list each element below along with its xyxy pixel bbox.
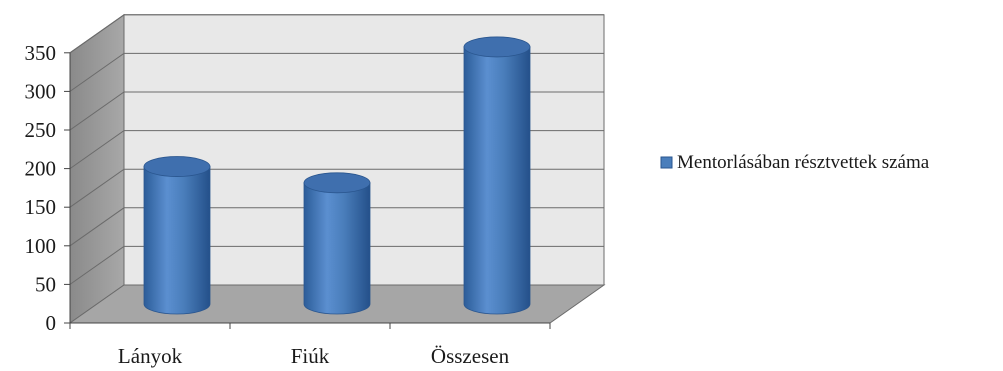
y-tick-label: 50 [35, 272, 56, 296]
legend-label: Mentorlásában résztvettek száma [677, 152, 930, 173]
gridline [69, 130, 604, 170]
bar-body [143, 166, 211, 315]
y-tick-label: 250 [25, 118, 57, 142]
gridline [69, 14, 604, 54]
y-tick-label: 0 [46, 311, 57, 335]
y-tick-labels: 0 50 100 150 200 250 300 350 [25, 41, 57, 335]
y-tick-label: 100 [25, 234, 57, 258]
gridline [69, 52, 604, 92]
bar-top [143, 156, 211, 177]
y-tick-label: 200 [25, 157, 57, 181]
category-labels: Lányok Fiúk Összesen [118, 344, 510, 368]
gridline [69, 207, 604, 247]
bar-top [303, 172, 371, 194]
legend: Mentorlásában résztvettek száma [660, 152, 930, 173]
legend-swatch [660, 156, 673, 169]
category-label: Lányok [118, 344, 183, 368]
y-tick-label: 150 [25, 195, 57, 219]
side-wall [69, 13, 125, 324]
bar [303, 172, 371, 315]
gridline [69, 91, 604, 131]
bar-body [463, 46, 531, 315]
bar [143, 156, 211, 315]
gridlines [69, 14, 604, 285]
bars [143, 36, 531, 315]
axes [64, 52, 551, 329]
bar [463, 36, 531, 315]
y-tick-label: 350 [25, 41, 57, 65]
y-tick-label: 300 [25, 79, 57, 103]
gridline [69, 168, 604, 208]
category-label: Fiúk [291, 344, 330, 368]
category-label: Összesen [431, 344, 510, 368]
gridline [69, 245, 604, 285]
bar-body [303, 182, 371, 315]
bar-top [463, 36, 531, 58]
